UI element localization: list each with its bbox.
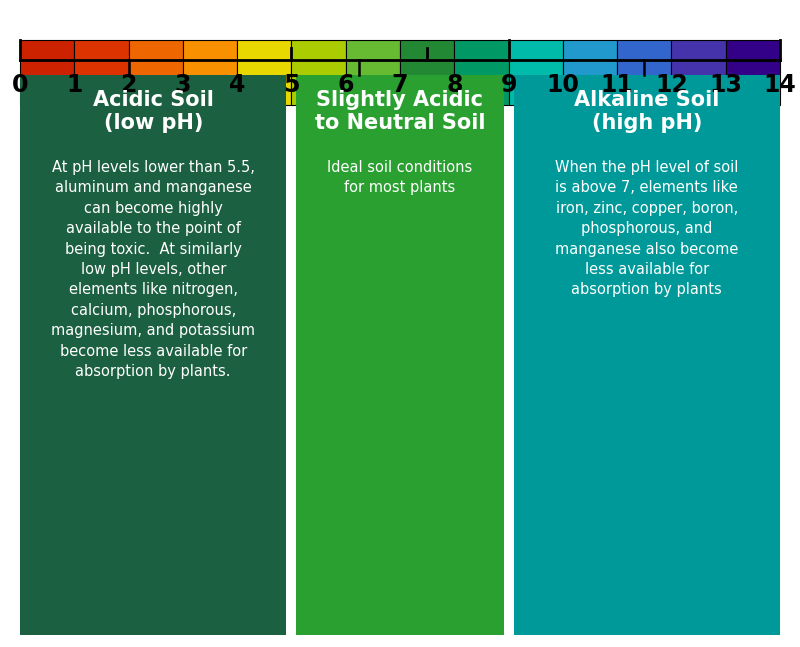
Text: When the pH level of soil
is above 7, elements like
iron, zinc, copper, boron,
p: When the pH level of soil is above 7, el… bbox=[555, 160, 738, 298]
Text: 0: 0 bbox=[12, 73, 28, 97]
Bar bbox=[346, 40, 400, 105]
Bar bbox=[514, 75, 780, 635]
Bar bbox=[400, 40, 454, 105]
Bar bbox=[726, 40, 780, 105]
Text: 1: 1 bbox=[66, 73, 82, 97]
Text: Acidic Soil
(low pH): Acidic Soil (low pH) bbox=[93, 90, 214, 133]
Text: Ideal soil conditions
for most plants: Ideal soil conditions for most plants bbox=[327, 160, 473, 195]
Text: At pH levels lower than 5.5,
aluminum and manganese
can become highly
available : At pH levels lower than 5.5, aluminum an… bbox=[51, 160, 255, 379]
Text: 3: 3 bbox=[174, 73, 191, 97]
Text: 12: 12 bbox=[655, 73, 688, 97]
Text: 9: 9 bbox=[500, 73, 517, 97]
Bar bbox=[20, 75, 286, 635]
Text: 13: 13 bbox=[710, 73, 742, 97]
Text: 11: 11 bbox=[601, 73, 634, 97]
Bar bbox=[617, 40, 671, 105]
Text: 2: 2 bbox=[120, 73, 137, 97]
Text: 5: 5 bbox=[283, 73, 300, 97]
Bar bbox=[671, 40, 726, 105]
Text: 6: 6 bbox=[338, 73, 354, 97]
Text: 4: 4 bbox=[229, 73, 246, 97]
Bar bbox=[291, 40, 346, 105]
Bar bbox=[509, 40, 563, 105]
Text: Alkaline Soil
(high pH): Alkaline Soil (high pH) bbox=[574, 90, 719, 133]
Text: 8: 8 bbox=[446, 73, 462, 97]
Bar bbox=[129, 40, 183, 105]
Bar bbox=[454, 40, 509, 105]
Bar bbox=[183, 40, 237, 105]
Bar bbox=[297, 75, 503, 635]
Bar bbox=[74, 40, 129, 105]
Text: 7: 7 bbox=[392, 73, 408, 97]
Text: Slightly Acidic
to Neutral Soil: Slightly Acidic to Neutral Soil bbox=[314, 90, 486, 133]
Bar bbox=[237, 40, 291, 105]
Text: 10: 10 bbox=[546, 73, 579, 97]
Bar bbox=[563, 40, 617, 105]
Text: 14: 14 bbox=[764, 73, 796, 97]
Bar bbox=[20, 40, 74, 105]
